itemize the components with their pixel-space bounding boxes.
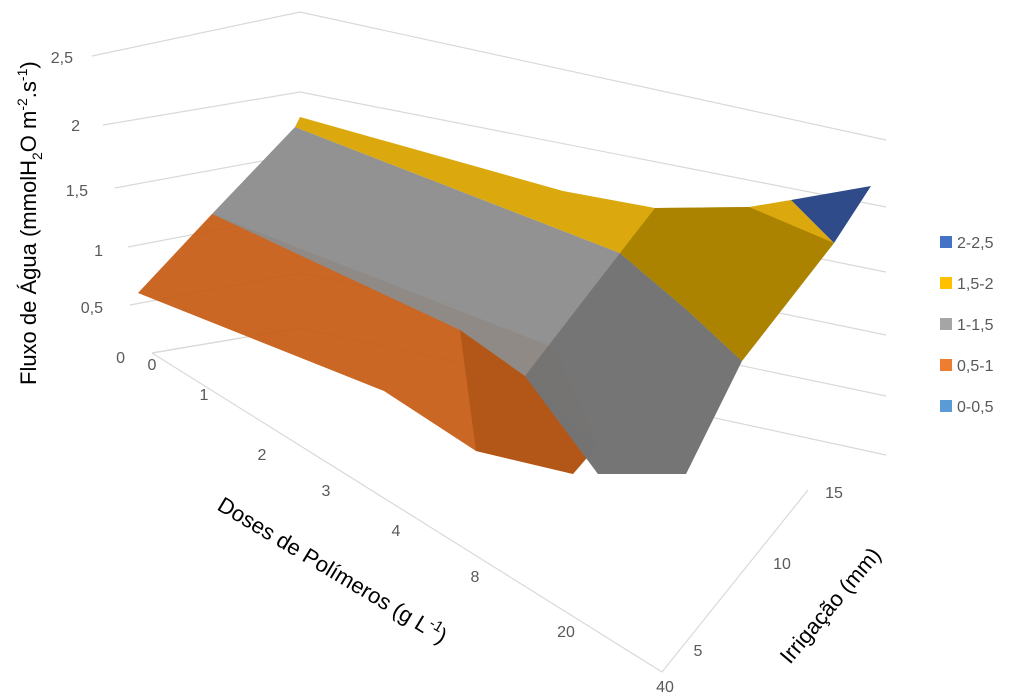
dose-tick-label: 8 bbox=[471, 569, 480, 586]
dose-tick-label: 20 bbox=[557, 624, 575, 641]
irrigation-axis-title: Irrigação (mm) bbox=[775, 543, 886, 669]
gridline-2 bbox=[102, 91, 887, 208]
z-tick-label: 1,5 bbox=[66, 183, 88, 200]
surface bbox=[138, 117, 871, 474]
irrigation-tick-label: 5 bbox=[694, 643, 703, 660]
legend-swatch bbox=[940, 318, 952, 330]
dose-tick-label: 1 bbox=[200, 387, 209, 404]
legend-label: 0,5-1 bbox=[957, 358, 994, 375]
z-tick-label: 2,5 bbox=[51, 50, 73, 67]
dose-tick-label: 2 bbox=[258, 447, 267, 464]
surface-band-1-5-2-shade bbox=[620, 207, 834, 361]
legend-swatch bbox=[940, 359, 952, 371]
z-tick-label: 0,5 bbox=[81, 300, 103, 317]
irrigation-tick-label: 10 bbox=[773, 556, 791, 573]
surface-band-0-5-1-shade bbox=[460, 330, 598, 474]
gridline-2-5 bbox=[91, 11, 887, 141]
legend-label: 2-2,5 bbox=[957, 235, 994, 252]
irrigation-tick-label: 15 bbox=[825, 485, 843, 502]
surface-band-1-1-5-shade bbox=[525, 253, 742, 474]
dose-tick-label: 3 bbox=[322, 483, 331, 500]
legend-label: 1,5-2 bbox=[957, 276, 994, 293]
z-tick-label: 0 bbox=[116, 350, 125, 367]
z-axis-ticks: 0 0,5 1 1,5 2 2,5 bbox=[51, 50, 125, 367]
dose-axis-title: Doses de Polímeros (g L-1) bbox=[213, 490, 452, 648]
legend-swatch bbox=[940, 277, 952, 289]
dose-tick-label: 0 bbox=[148, 357, 157, 374]
irrigation-axis-ticks: 5 10 15 bbox=[694, 485, 843, 660]
z-tick-label: 2 bbox=[71, 118, 80, 135]
floor-front-edge bbox=[151, 352, 809, 673]
z-axis-title: Fluxo de Água (mmolH2O m-2.s-1) bbox=[14, 61, 45, 385]
surface-band-2-2-5 bbox=[791, 186, 871, 243]
dose-axis-ticks: 0 1 2 3 4 8 20 40 bbox=[148, 357, 674, 696]
dose-tick-label: 4 bbox=[392, 523, 401, 540]
dose-tick-label: 40 bbox=[656, 679, 674, 696]
legend-swatch bbox=[940, 400, 952, 412]
z-tick-label: 1 bbox=[94, 243, 103, 260]
legend-swatch bbox=[940, 236, 952, 248]
legend: 2-2,5 1,5-2 1-1,5 0,5-1 0-0,5 bbox=[940, 235, 994, 416]
legend-label: 1-1,5 bbox=[957, 317, 994, 334]
legend-label: 0-0,5 bbox=[957, 399, 994, 416]
